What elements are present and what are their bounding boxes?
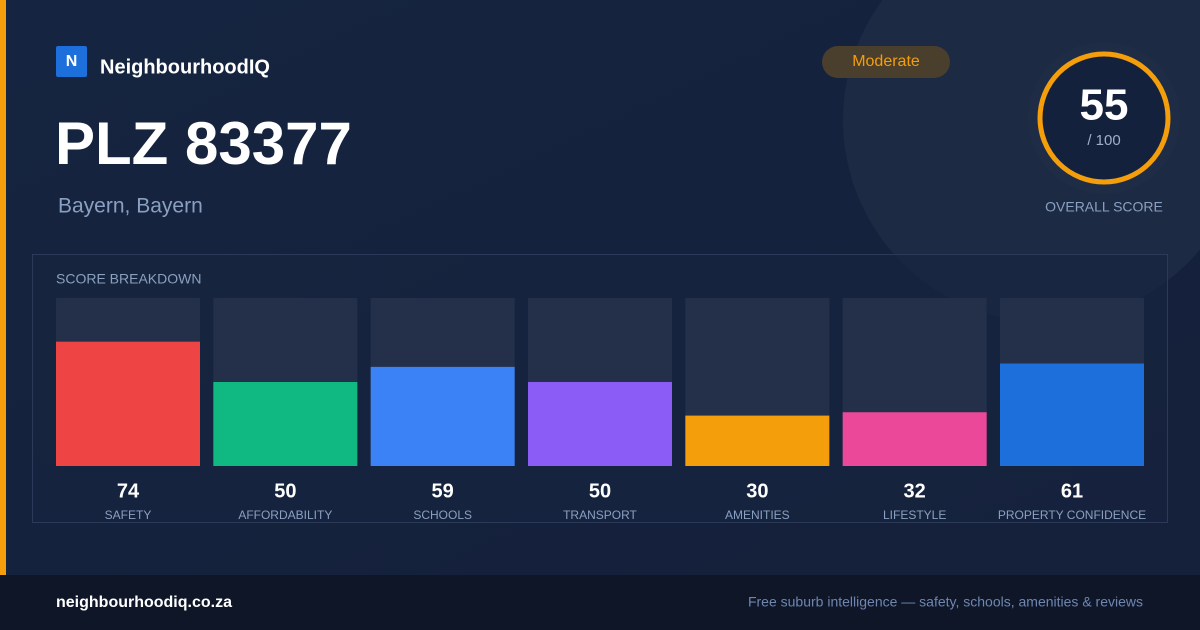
bar-value: 59: [432, 480, 454, 502]
footer-tagline: Free suburb intelligence — safety, schoo…: [748, 594, 1143, 610]
bar-label: LIFESTYLE: [883, 508, 946, 522]
footer-bar: [0, 575, 1200, 630]
subtitle: Bayern, Bayern: [58, 195, 203, 218]
title: PLZ 83377: [55, 110, 352, 177]
bar-label: TRANSPORT: [563, 508, 637, 522]
bar-value: 50: [589, 480, 611, 502]
bar: [56, 341, 200, 466]
bar: [213, 382, 358, 466]
bar-value: 32: [904, 480, 926, 502]
bar-label: AMENITIES: [725, 508, 790, 522]
score-max: / 100: [1087, 132, 1120, 149]
logo-letter: N: [66, 53, 78, 70]
score-ring: [1037, 51, 1171, 185]
accent-strip: [0, 0, 6, 575]
logo: [56, 46, 87, 77]
bar-value: 30: [746, 480, 768, 502]
brand-name: NeighbourhoodIQ: [100, 56, 270, 78]
breakdown-title: SCORE BREAKDOWN: [56, 271, 201, 287]
bar: [528, 382, 672, 466]
score-label: OVERALL SCORE: [1045, 199, 1163, 215]
bar: [685, 415, 830, 466]
bar-label: AFFORDABILITY: [238, 508, 332, 522]
score-value: 55: [1080, 81, 1129, 130]
bar: [842, 412, 987, 466]
bar: [370, 366, 515, 466]
bar-value: 74: [117, 480, 140, 502]
bar-label: SCHOOLS: [413, 508, 472, 522]
bar-value: 50: [274, 480, 296, 502]
bar-value: 61: [1061, 480, 1083, 502]
bar: [1000, 363, 1144, 466]
bar-label: PROPERTY CONFIDENCE: [998, 508, 1146, 522]
badge: [822, 46, 950, 78]
badge-text: Moderate: [852, 53, 920, 70]
bar-label: SAFETY: [105, 508, 152, 522]
footer-site: neighbourhoodiq.co.za: [56, 594, 232, 611]
